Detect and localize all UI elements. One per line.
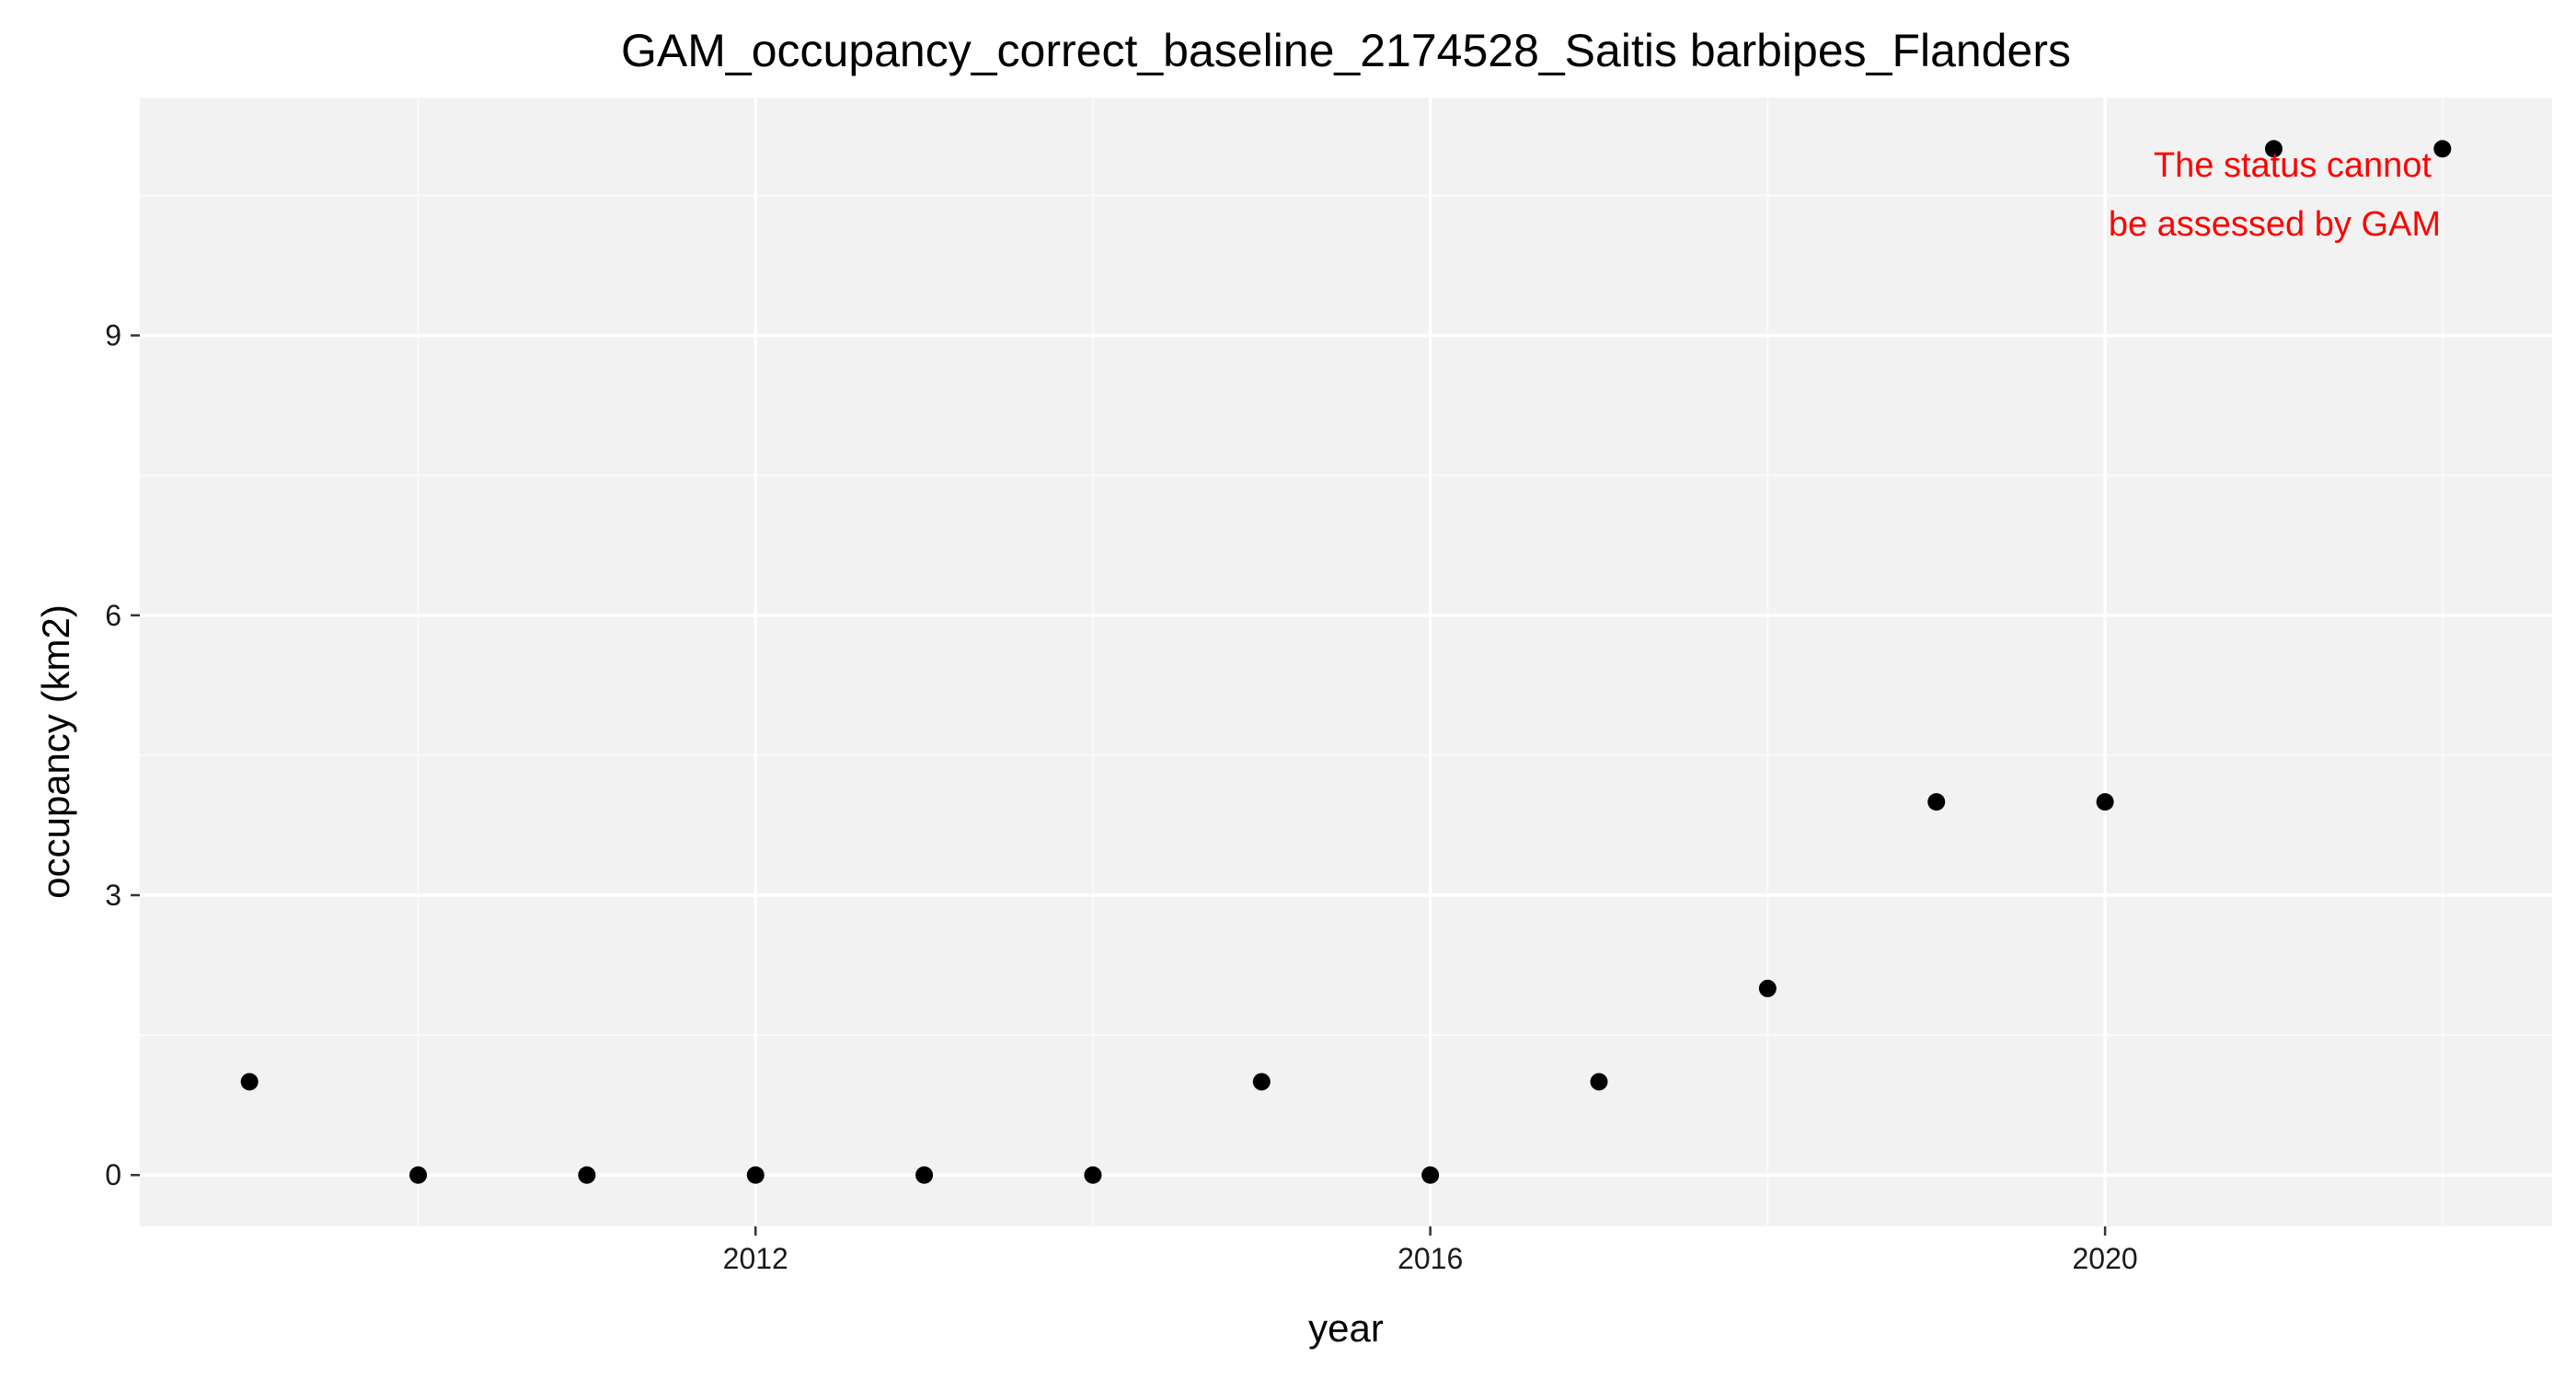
data-point <box>1084 1166 1102 1184</box>
data-point <box>240 1073 259 1091</box>
data-point <box>1252 1073 1271 1091</box>
annotation-line-2: be assessed by GAM <box>2109 205 2441 244</box>
x-tick-label: 2016 <box>1397 1242 1463 1275</box>
x-axis-title: year <box>1308 1306 1384 1350</box>
y-tick-label: 3 <box>105 879 121 912</box>
annotation-line-1: The status cannot <box>2154 146 2432 185</box>
status-annotation: The status cannot be assessed by GAM <box>2109 146 2441 244</box>
data-point <box>2264 140 2283 158</box>
panel-background <box>140 98 2552 1226</box>
data-point <box>1421 1166 1440 1184</box>
y-tick-label: 6 <box>105 599 121 632</box>
x-tick-label: 2012 <box>723 1242 788 1275</box>
plot-panel <box>140 98 2552 1226</box>
data-point <box>409 1166 428 1184</box>
chart-title: GAM_occupancy_correct_baseline_2174528_S… <box>621 25 2071 76</box>
y-tick-label: 9 <box>105 319 121 352</box>
data-point <box>2433 140 2452 158</box>
data-point <box>746 1166 765 1184</box>
data-points <box>240 140 2452 1184</box>
y-axis-title: occupancy (km2) <box>34 604 77 899</box>
data-point <box>1590 1073 1608 1091</box>
x-tick-label: 2020 <box>2073 1242 2138 1275</box>
grid-lines <box>140 98 2552 1226</box>
data-point <box>2096 793 2114 811</box>
data-point <box>1758 979 1777 997</box>
data-point <box>578 1166 596 1184</box>
data-point <box>1927 793 1946 811</box>
data-point <box>915 1166 934 1184</box>
y-tick-label: 0 <box>105 1158 121 1191</box>
axes: 2012 2016 2020 0 3 6 9 <box>105 319 2137 1275</box>
